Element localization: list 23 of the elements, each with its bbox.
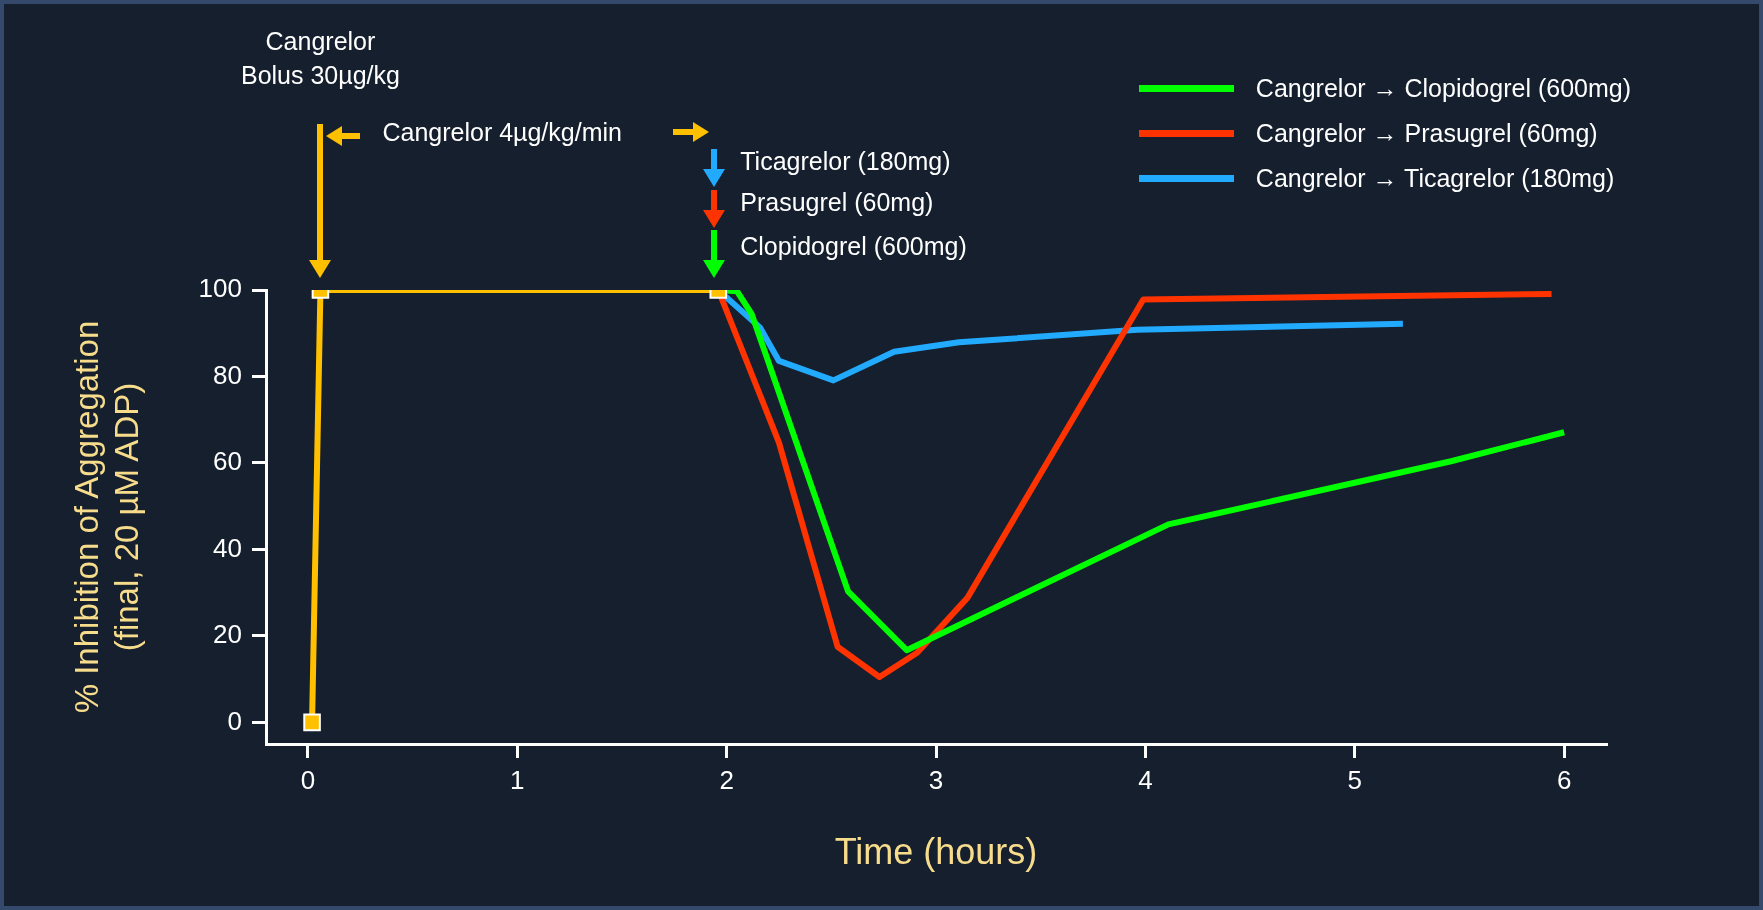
text: Clopidogrel (600mg) <box>740 232 967 261</box>
y-tick-label: 60 <box>213 446 242 477</box>
text: Cangrelor 4µg/kg/min <box>382 118 622 147</box>
text: Prasugrel (60mg) <box>740 188 934 217</box>
x-tick-label: 0 <box>300 764 316 795</box>
y-axis-title: % Inhibition of Aggregation (final, 20 µM ADP) <box>68 320 146 714</box>
x-tick-label: 4 <box>1138 764 1153 795</box>
text: Cangrelor Bolus 30µg/kg <box>239 26 401 91</box>
x-tick-label: 1 <box>510 764 525 795</box>
y-tick-label: 80 <box>213 359 242 390</box>
y-tick-label: 0 <box>227 705 242 736</box>
x-tick-label: 6 <box>1556 764 1572 795</box>
x-tick-label: 5 <box>1347 764 1362 795</box>
y-tick-label: 100 <box>198 273 242 304</box>
x-tick-label: 2 <box>719 764 734 795</box>
x-tick-label: 3 <box>928 764 944 795</box>
x-axis-title: Time (hours) <box>834 830 1038 872</box>
legend-label: Cangrelor → Prasugrel (60mg) <box>1255 119 1598 148</box>
legend-label: Cangrelor → Ticagrelor (180mg) <box>1255 164 1615 193</box>
legend-label: Cangrelor → Clopidogrel (600mg) <box>1255 74 1631 103</box>
y-tick-label: 40 <box>213 532 242 563</box>
y-tick-label: 20 <box>213 619 242 650</box>
text: Ticagrelor (180mg) <box>740 147 951 176</box>
